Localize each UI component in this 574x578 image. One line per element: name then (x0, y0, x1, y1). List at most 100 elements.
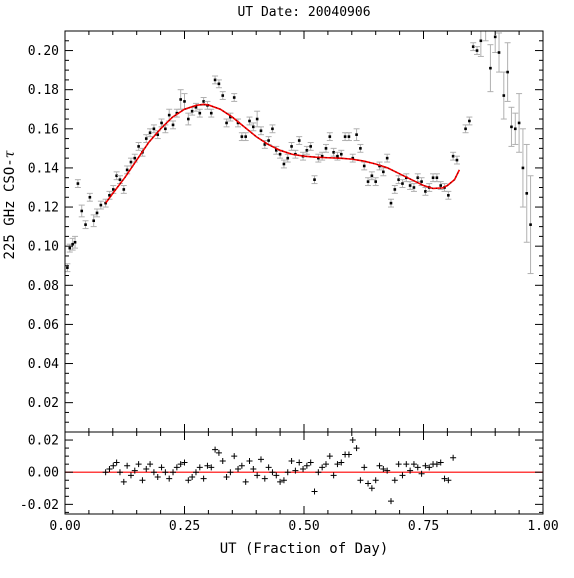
data-point (479, 39, 483, 43)
residual-point (437, 459, 444, 466)
residual-point (303, 462, 310, 469)
residual-point (273, 472, 280, 479)
data-point (351, 156, 355, 160)
data-point (320, 154, 324, 158)
data-point (393, 188, 397, 191)
residual-point (433, 461, 440, 468)
data-point (455, 158, 459, 162)
data-point (244, 135, 247, 138)
residual-point (250, 465, 257, 472)
residual-point (196, 464, 203, 471)
residual-point (380, 465, 387, 472)
data-point (484, 24, 487, 27)
residual-point (131, 467, 138, 474)
data-point (525, 192, 529, 195)
data-point (374, 180, 377, 183)
data-point (510, 125, 513, 129)
residual-point (315, 469, 322, 476)
top-panel: 0.02 0.04 0.06 0.08 0.10 0.12 0.14 0.16 0.18 0.20 (28, 24, 544, 433)
residual-point (242, 478, 249, 485)
top-panel-frame (64, 30, 544, 433)
data-point (95, 211, 99, 215)
data-point (412, 186, 416, 189)
data-point (286, 156, 290, 160)
data-point (263, 143, 267, 146)
data-point (343, 135, 347, 138)
data-point (401, 182, 404, 185)
data-point (259, 129, 263, 133)
residual-point (280, 477, 287, 484)
residual-point (238, 462, 245, 469)
data-point (202, 100, 205, 103)
residual-point (254, 472, 261, 479)
data-point (389, 201, 393, 205)
residual-point (185, 477, 192, 484)
residual-point (223, 474, 230, 481)
data-point (282, 162, 286, 166)
residual-point (147, 461, 154, 468)
data-point (468, 119, 471, 123)
data-point (76, 182, 80, 185)
residual-point (307, 459, 314, 466)
data-point (385, 156, 389, 160)
residual-point (215, 449, 222, 456)
data-point (297, 139, 301, 142)
residual-point (219, 457, 226, 464)
data-point (144, 137, 148, 140)
data-point (190, 109, 194, 113)
residual-point (418, 470, 425, 477)
residual-point (322, 461, 329, 468)
residual-point (384, 467, 391, 474)
residual-point (288, 457, 295, 464)
x-tick-label: 0.50 (288, 519, 319, 534)
residual-point (127, 472, 134, 479)
residual-point (330, 472, 337, 479)
data-point (232, 96, 236, 99)
residual-point (311, 488, 318, 495)
data-point (309, 145, 312, 148)
data-point (236, 121, 240, 125)
residual-point (257, 456, 264, 463)
residual-point (261, 475, 268, 482)
data-point (160, 121, 163, 125)
data-point (167, 113, 171, 117)
residual-point (368, 485, 375, 492)
data-point (366, 180, 370, 183)
y-tick-label: 0.18 (28, 83, 59, 98)
data-point (471, 45, 475, 48)
y-tick-label: -0.02 (20, 498, 59, 513)
data-point (111, 188, 115, 191)
residual-point (395, 461, 402, 468)
y-tick-label: 0.20 (28, 44, 59, 59)
data-point (513, 127, 517, 131)
data-point (416, 176, 420, 180)
y-tick-label: 0.14 (28, 161, 59, 176)
x-tick-label: 0.00 (49, 519, 80, 534)
tau-symbol: τ (2, 150, 18, 158)
residual-point (200, 475, 207, 482)
data-point (447, 194, 450, 197)
residual-point (361, 464, 368, 471)
residual-point (208, 464, 215, 471)
data-point (118, 178, 122, 181)
data-point (198, 111, 202, 115)
data-point (213, 78, 217, 82)
y-tick-label: 0.16 (28, 122, 59, 137)
y-tick-label: 0.02 (28, 396, 59, 411)
residual-point (407, 467, 414, 474)
data-point (129, 160, 133, 164)
data-point (183, 100, 186, 103)
data-point (108, 194, 111, 197)
residual-point (265, 464, 272, 471)
data-point (248, 119, 251, 123)
x-tick-label: 0.75 (408, 519, 439, 534)
y-tick-label: 0.00 (28, 466, 59, 481)
residual-point (192, 469, 199, 476)
data-point (464, 127, 467, 131)
data-point (435, 176, 439, 180)
data-point (179, 98, 182, 101)
data-point (502, 94, 506, 97)
residual-point (246, 457, 253, 464)
data-point (137, 145, 140, 148)
